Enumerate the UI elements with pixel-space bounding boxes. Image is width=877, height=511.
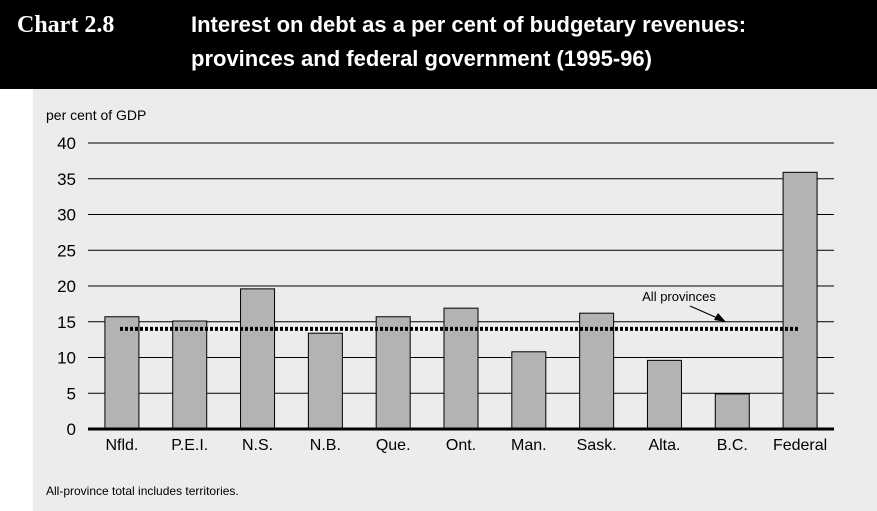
x-tick-label: Federal xyxy=(773,437,827,454)
x-tick-label: Sask. xyxy=(577,437,617,454)
y-tick-label: 10 xyxy=(57,349,76,368)
bars xyxy=(88,171,834,431)
all-provinces-reference: All provinces xyxy=(120,289,800,331)
y-tick-label: 25 xyxy=(57,241,76,260)
y-tick-label: 0 xyxy=(67,420,76,439)
chart-title-line-2: provinces and federal government (1995-9… xyxy=(191,46,652,71)
bar-sask xyxy=(579,312,615,430)
bar-que xyxy=(375,316,411,430)
y-tick-label: 40 xyxy=(57,134,76,153)
bar-nb xyxy=(307,332,343,430)
bar-nfld xyxy=(104,316,140,430)
footnote: All-province total includes territories. xyxy=(46,484,239,498)
bar-ns xyxy=(240,288,276,430)
chart-number: Chart 2.8 xyxy=(17,12,115,38)
y-tick-labels: 0 5 10 15 20 25 30 35 40 xyxy=(57,134,76,439)
reference-line-label: All provinces xyxy=(642,289,716,304)
x-tick-labels: Nfld. P.E.I. N.S. N.B. Que. Ont. Man. Sask. Alta… xyxy=(105,437,827,454)
y-tick-label: 20 xyxy=(57,277,76,296)
bar-man xyxy=(511,351,547,430)
annotation-arrow-head xyxy=(714,313,726,322)
y-tick-label: 5 xyxy=(67,384,76,403)
bar-federal xyxy=(782,171,818,430)
y-axis-label: per cent of GDP xyxy=(46,107,146,123)
x-tick-label: Nfld. xyxy=(105,437,138,454)
y-tick-label: 30 xyxy=(57,206,76,225)
x-tick-label: P.E.I. xyxy=(171,437,208,454)
chart-header: Chart 2.8 Interest on debt as a per cent… xyxy=(0,0,877,89)
bar-pei xyxy=(172,320,208,430)
bar-alta xyxy=(646,359,682,430)
x-tick-label: Que. xyxy=(376,437,411,454)
bar-bc xyxy=(714,393,750,430)
x-tick-label: B.C. xyxy=(717,437,748,454)
x-tick-label: N.S. xyxy=(242,437,273,454)
x-tick-label: N.B. xyxy=(310,437,341,454)
x-tick-label: Man. xyxy=(511,437,547,454)
y-tick-label: 35 xyxy=(57,170,76,189)
y-tick-label: 15 xyxy=(57,313,76,332)
x-tick-label: Ont. xyxy=(446,437,476,454)
bar-ont xyxy=(443,307,479,430)
chart-panel xyxy=(33,89,877,511)
chart-title-line-1: Interest on debt as a per cent of budget… xyxy=(191,12,747,37)
x-tick-label: Alta. xyxy=(648,437,680,454)
